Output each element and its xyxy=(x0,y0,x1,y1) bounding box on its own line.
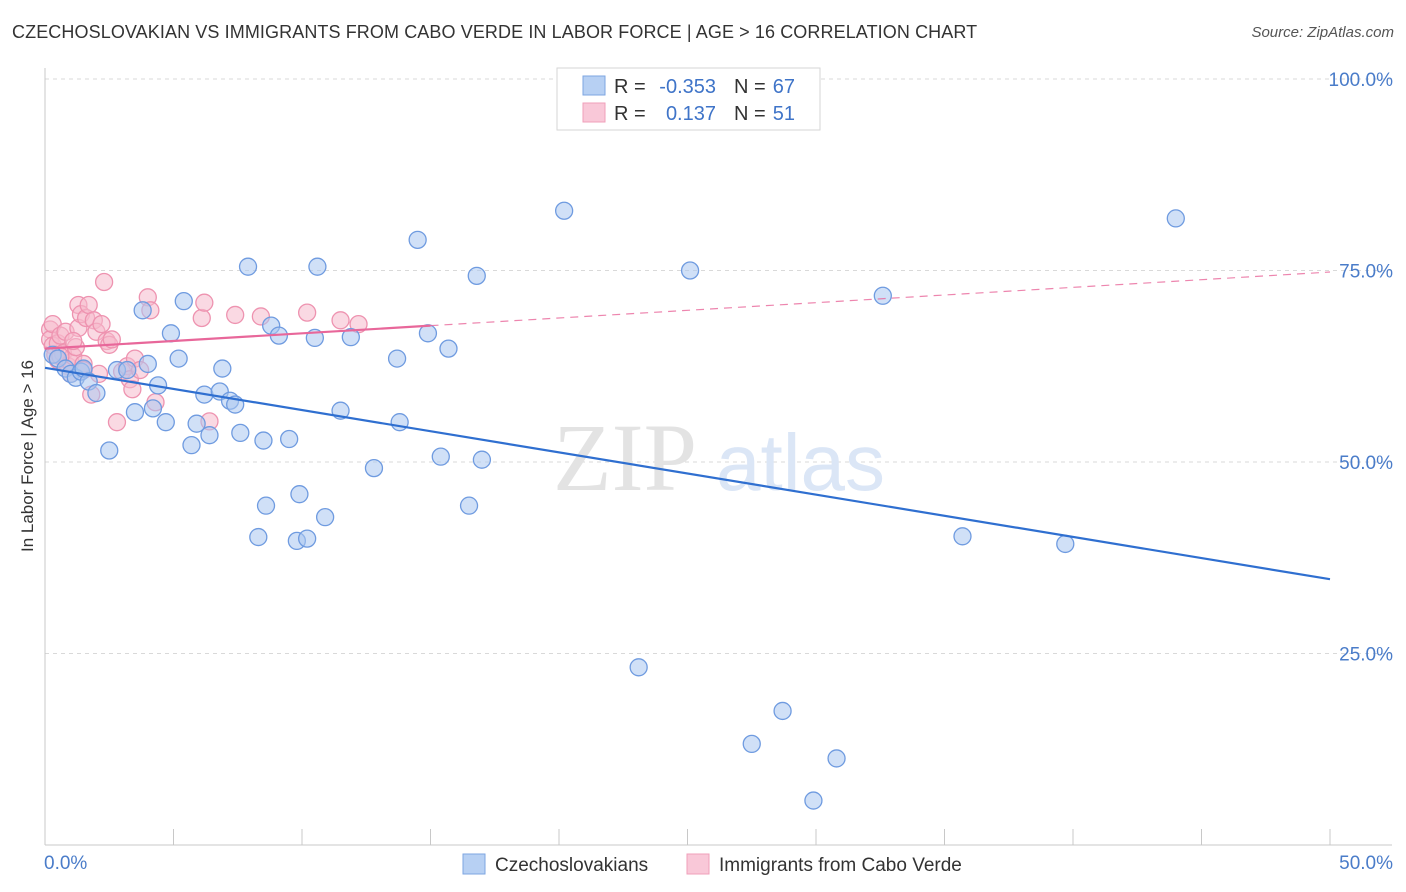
y-tick-label-25: 25.0% xyxy=(1339,645,1393,666)
czechoslovakians-point-61 xyxy=(827,749,846,768)
czechoslovakians-point-8 xyxy=(87,383,106,403)
czechoslovakians-point-41 xyxy=(308,257,327,276)
legend-top: R = -0.353 N = 67 R = 0.137 N = 51 xyxy=(556,67,821,131)
watermark: ZIP atlas xyxy=(553,404,885,511)
czechoslovakians-point-63 xyxy=(953,527,972,546)
czechoslovakians-point-26 xyxy=(213,359,232,378)
czechoslovakians-point-20 xyxy=(174,291,193,311)
legend-swatch-blue xyxy=(582,75,606,96)
watermark-atlas: atlas xyxy=(716,418,885,507)
czechoslovakians-point-49 xyxy=(418,324,438,343)
legend-bottom: Czechoslovakians Immigrants from Cabo Ve… xyxy=(462,853,962,876)
czechoslovakians-point-14 xyxy=(138,354,157,374)
cabo-verde-point-39 xyxy=(192,308,211,328)
czechoslovakians-point-58 xyxy=(742,734,761,754)
czechoslovakians-point-44 xyxy=(341,327,360,347)
czechoslovakians-point-45 xyxy=(364,458,384,478)
trend-line-czechoslovakians xyxy=(44,366,1331,581)
czechoslovakians-point-57 xyxy=(680,261,700,280)
czechoslovakians-point-33 xyxy=(256,496,276,515)
czechoslovakians-point-46 xyxy=(387,349,407,368)
czechoslovakians-point-55 xyxy=(554,201,574,220)
czechoslovakians-point-50 xyxy=(431,447,450,466)
czechoslovakians-point-11 xyxy=(118,360,137,380)
x-tick-label-max: 50.0% xyxy=(1339,853,1393,874)
legend-r-value-1: -0.353 xyxy=(659,76,716,98)
cabo-verde-point-47 xyxy=(64,331,83,351)
cabo-verde-point-26 xyxy=(94,272,114,292)
series-czechoslovakians-points xyxy=(43,201,1185,810)
czechoslovakians-point-12 xyxy=(125,403,145,422)
czechoslovakians-point-18 xyxy=(161,324,181,343)
czechoslovakians-point-39 xyxy=(297,529,317,548)
x-ticks xyxy=(173,829,1331,845)
y-tick-labels: 25.0% 50.0% 75.0% 100.0% xyxy=(1329,70,1394,666)
czechoslovakians-point-59 xyxy=(773,701,792,721)
czechoslovakians-point-53 xyxy=(467,266,486,286)
trend-line-cabo-verde-extension xyxy=(430,271,1331,327)
y-axis-title: In Labor Force | Age > 16 xyxy=(18,360,37,552)
trend-lines xyxy=(44,271,1331,581)
legend-swatch-pink xyxy=(582,102,606,123)
czechoslovakians-point-21 xyxy=(182,435,201,455)
legend-bottom-swatch-blue xyxy=(462,853,486,875)
czechoslovakians-point-60 xyxy=(804,791,823,810)
cabo-verde-point-42 xyxy=(226,305,245,325)
cabo-verde-point-44 xyxy=(297,303,317,322)
czechoslovakians-point-29 xyxy=(231,423,250,443)
y-tick-label-50: 50.0% xyxy=(1339,453,1393,474)
legend-n-label-1: N = xyxy=(734,76,766,98)
legend-bottom-label-czechoslovakians: Czechoslovakians xyxy=(495,855,648,876)
legend-bottom-swatch-pink xyxy=(686,853,710,875)
czechoslovakians-point-24 xyxy=(200,426,219,445)
czechoslovakians-point-54 xyxy=(472,450,492,469)
cabo-verde-point-29 xyxy=(107,413,127,432)
czechoslovakians-point-64 xyxy=(1056,534,1075,554)
czechoslovakians-point-17 xyxy=(156,413,175,432)
trend-line-cabo-verde xyxy=(44,324,431,350)
legend-bottom-label-cabo-verde: Immigrants from Cabo Verde xyxy=(719,855,962,876)
czechoslovakians-point-31 xyxy=(249,527,268,547)
y-tick-label-100: 100.0% xyxy=(1329,70,1394,91)
cabo-verde-point-25 xyxy=(92,314,111,334)
legend-n-label-2: N = xyxy=(734,103,766,125)
czechoslovakians-point-48 xyxy=(408,230,427,250)
legend-r-label-1: R = xyxy=(614,76,646,98)
czechoslovakians-point-13 xyxy=(133,301,152,320)
czechoslovakians-point-22 xyxy=(187,414,206,433)
chart-source: Source: ZipAtlas.com xyxy=(1251,24,1394,41)
axes xyxy=(44,68,1392,846)
cabo-verde-point-40 xyxy=(195,293,214,312)
cabo-verde-point-33 xyxy=(123,380,142,399)
czechoslovakians-point-42 xyxy=(315,508,335,527)
chart-title: CZECHOSLOVAKIAN VS IMMIGRANTS FROM CABO … xyxy=(12,22,978,42)
czechoslovakians-point-10 xyxy=(100,441,119,460)
legend-n-value-2: 51 xyxy=(773,103,795,125)
czechoslovakians-point-56 xyxy=(629,658,648,677)
legend-r-value-2: 0.137 xyxy=(666,103,716,125)
legend-r-label-2: R = xyxy=(614,103,646,125)
series-cabo-verde-points xyxy=(40,272,368,432)
czechoslovakians-point-51 xyxy=(439,339,458,358)
czechoslovakians-point-19 xyxy=(169,349,188,368)
czechoslovakians-point-65 xyxy=(1166,209,1185,228)
czechoslovakians-point-15 xyxy=(143,399,163,418)
czechoslovakians-point-62 xyxy=(873,286,892,305)
czechoslovakians-point-30 xyxy=(238,257,258,276)
legend-n-value-1: 67 xyxy=(773,76,795,98)
czechoslovakians-point-52 xyxy=(459,496,479,515)
x-tick-label-min: 0.0% xyxy=(44,853,87,874)
czechoslovakians-point-32 xyxy=(254,431,273,450)
czechoslovakians-point-38 xyxy=(290,485,309,504)
cabo-verde-point-45 xyxy=(331,311,350,330)
watermark-zip: ZIP xyxy=(553,404,697,511)
cabo-verde-point-20 xyxy=(79,295,98,315)
y-tick-label-75: 75.0% xyxy=(1339,262,1393,283)
grid-lines xyxy=(45,78,1392,654)
czechoslovakians-point-36 xyxy=(279,429,299,449)
